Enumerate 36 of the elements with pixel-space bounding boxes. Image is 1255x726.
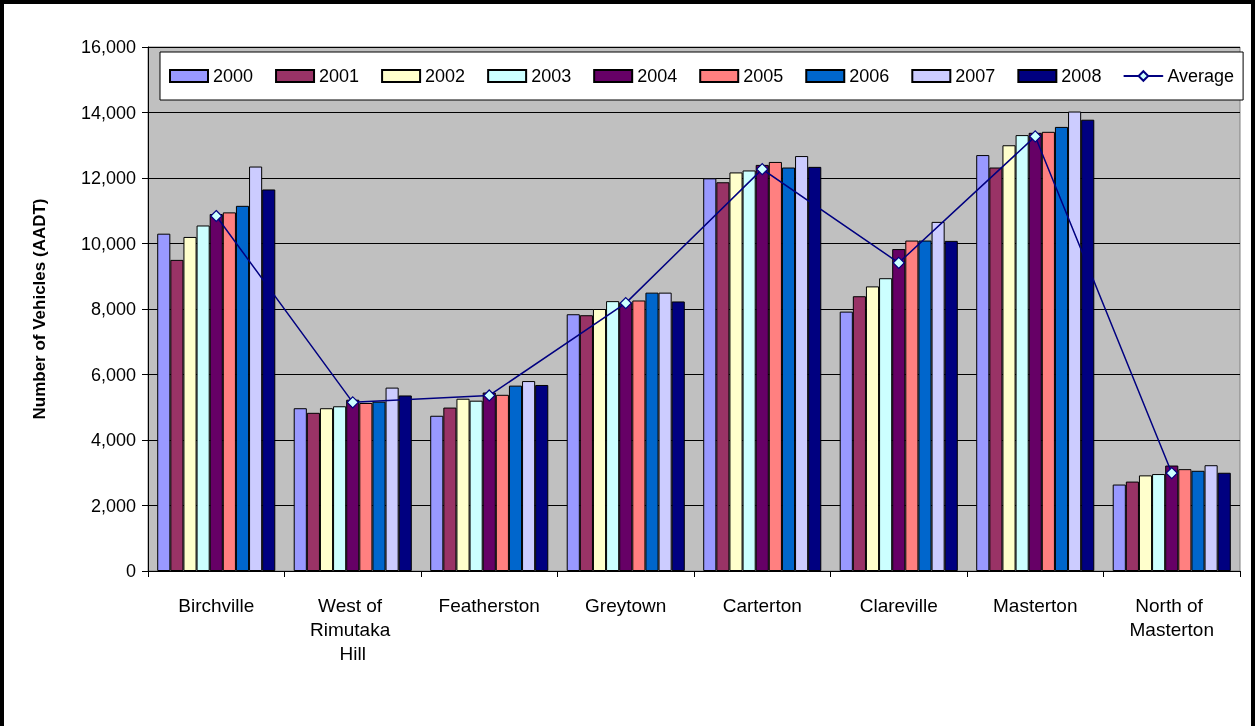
point xyxy=(210,209,223,223)
x-tick-label: Birchville xyxy=(178,594,255,616)
legend-label: 2005 xyxy=(743,66,784,86)
y-tick-label: 6,000 xyxy=(90,364,136,385)
legend-label: 2001 xyxy=(319,66,360,86)
x-tick-label: Featherston xyxy=(438,594,540,616)
legend-label: 2008 xyxy=(1061,66,1102,86)
legend-label: 2002 xyxy=(425,66,466,86)
x-tick-label: North of Masterton xyxy=(1129,594,1214,640)
point xyxy=(619,297,632,310)
y-tick-label: 0 xyxy=(125,561,136,581)
legend-label: 2007 xyxy=(955,66,996,86)
x-tick-label: Carterton xyxy=(722,594,802,616)
point xyxy=(1029,130,1042,143)
legend-label: 2000 xyxy=(213,66,254,86)
legend-label: 2006 xyxy=(849,66,890,86)
y-tick-label: 12,000 xyxy=(80,168,136,188)
y-tick-label: 8,000 xyxy=(90,299,136,319)
x-tick-label: Clareville xyxy=(859,594,938,616)
legend-label: 2003 xyxy=(531,66,572,86)
x-tick-label: West of Rimutaka Hill xyxy=(309,594,396,664)
legend-label: Average xyxy=(1167,66,1235,86)
point xyxy=(756,163,769,176)
legend-label: 2004 xyxy=(637,66,678,86)
x-tick-label: Masterton xyxy=(993,594,1078,616)
y-tick-label: 2,000 xyxy=(90,495,136,516)
x-tick-label: Greytown xyxy=(585,594,667,616)
y-tick-label: 14,000 xyxy=(80,102,136,123)
y-tick-label: 4,000 xyxy=(90,430,136,450)
point xyxy=(483,389,496,402)
point xyxy=(346,396,359,409)
point xyxy=(892,256,905,269)
y-tick-label: 10,000 xyxy=(80,233,136,254)
point xyxy=(1165,466,1178,480)
y-tick-label: 16,000 xyxy=(80,37,136,57)
y-axis-title: Number of Vehicles (AADT) xyxy=(30,198,49,420)
